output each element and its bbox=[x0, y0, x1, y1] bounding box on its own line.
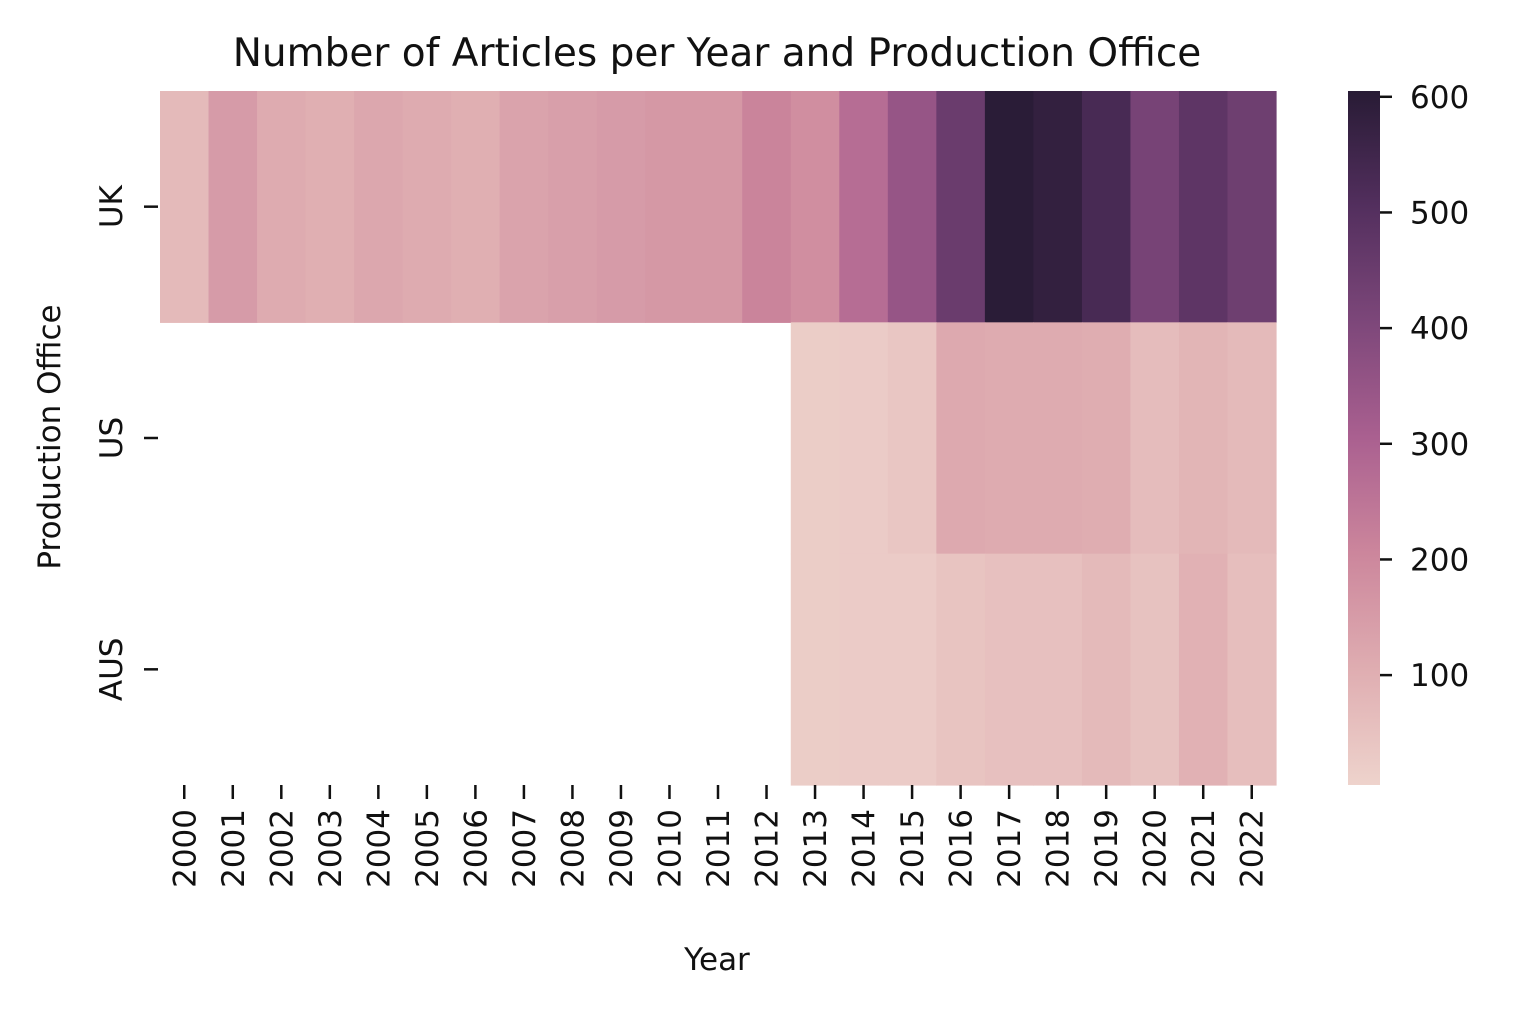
heatmap-cell-US-2013 bbox=[790, 322, 840, 555]
x-tick-label: 2015 bbox=[895, 809, 931, 888]
heatmap-cell-AUS-2018 bbox=[1033, 553, 1083, 786]
heatmap-cell-AUS-2021 bbox=[1178, 553, 1229, 786]
x-tick-label: 2018 bbox=[1041, 809, 1077, 888]
y-axis-label: Production Office bbox=[32, 304, 68, 569]
heatmap-cells bbox=[160, 91, 1277, 786]
x-tick-label: 2013 bbox=[798, 809, 834, 888]
heatmap-cell-UK-2022 bbox=[1227, 91, 1277, 323]
x-tick-label: 2014 bbox=[847, 809, 883, 888]
heatmap-cell-UK-2001 bbox=[208, 91, 258, 323]
heatmap-cell-US-2015 bbox=[887, 322, 937, 555]
x-axis-label: Year bbox=[683, 942, 750, 978]
heatmap-cell-US-2019 bbox=[1081, 322, 1132, 555]
heatmap-cell-UK-2008 bbox=[548, 91, 598, 323]
heatmap-cell-US-2018 bbox=[1033, 322, 1083, 555]
colorbar-tick-label: 500 bbox=[1410, 195, 1469, 231]
heatmap-cell-UK-2015 bbox=[887, 91, 937, 323]
heatmap-cell-UK-2016 bbox=[936, 91, 986, 323]
x-tick-label: 2002 bbox=[264, 809, 300, 888]
colorbar-tick-label: 400 bbox=[1410, 311, 1469, 347]
x-tick-label: 2021 bbox=[1186, 809, 1222, 888]
x-tick-label: 2011 bbox=[701, 809, 737, 888]
x-tick-label: 2020 bbox=[1138, 809, 1174, 888]
heatmap-cell-UK-2014 bbox=[839, 91, 889, 323]
heatmap-cell-UK-2010 bbox=[645, 91, 695, 323]
x-tick-label: 2001 bbox=[216, 809, 252, 888]
heatmap-cell-UK-2020 bbox=[1130, 91, 1180, 323]
heatmap-cell-AUS-2019 bbox=[1081, 553, 1132, 786]
colorbar-gradient bbox=[1348, 91, 1380, 785]
heatmap-cell-UK-2000 bbox=[160, 91, 210, 323]
colorbar-tick-label: 600 bbox=[1410, 80, 1469, 116]
x-tick-label: 2009 bbox=[604, 809, 640, 888]
x-tick-label: 2007 bbox=[507, 809, 543, 888]
heatmap-cell-UK-2013 bbox=[790, 91, 840, 323]
x-tick-label: 2016 bbox=[944, 809, 980, 888]
heatmap-cell-UK-2006 bbox=[451, 91, 501, 323]
heatmap-cell-AUS-2014 bbox=[839, 553, 889, 786]
heatmap-cell-US-2014 bbox=[839, 322, 889, 555]
colorbar-tick-label: 300 bbox=[1410, 427, 1469, 463]
x-tick-label: 2004 bbox=[361, 809, 397, 888]
heatmap-cell-UK-2004 bbox=[354, 91, 404, 323]
heatmap-cell-AUS-2022 bbox=[1227, 553, 1277, 786]
y-tick-label: UK bbox=[94, 184, 130, 228]
heatmap-cell-US-2021 bbox=[1178, 322, 1229, 555]
heatmap-cell-UK-2021 bbox=[1178, 91, 1229, 323]
heatmap-cell-US-2020 bbox=[1130, 322, 1180, 555]
heatmap-cell-US-2017 bbox=[984, 322, 1034, 555]
chart-title: Number of Articles per Year and Producti… bbox=[233, 31, 1202, 76]
heatmap-cell-UK-2005 bbox=[402, 91, 452, 323]
y-tick-label: AUS bbox=[94, 638, 130, 702]
heatmap-cell-AUS-2020 bbox=[1130, 553, 1180, 786]
colorbar-tick-label: 200 bbox=[1410, 542, 1469, 578]
y-axis-ticks: UK US AUS bbox=[94, 184, 158, 701]
x-tick-label: 2019 bbox=[1089, 809, 1125, 888]
x-tick-label: 2017 bbox=[992, 809, 1028, 888]
x-tick-label: 2012 bbox=[750, 809, 786, 888]
x-tick-label: 2003 bbox=[313, 809, 349, 888]
heatmap-cell-UK-2002 bbox=[257, 91, 307, 323]
heatmap-cell-US-2016 bbox=[936, 322, 986, 555]
heatmap-cell-UK-2017 bbox=[984, 91, 1034, 323]
heatmap-cell-UK-2007 bbox=[499, 91, 549, 323]
heatmap-cell-UK-2009 bbox=[596, 91, 646, 323]
heatmap-cell-UK-2003 bbox=[305, 91, 355, 323]
heatmap-cell-UK-2012 bbox=[742, 91, 792, 323]
colorbar: 100 200 300 400 500 600 bbox=[1348, 80, 1469, 785]
x-tick-label: 2000 bbox=[167, 809, 203, 888]
x-tick-label: 2010 bbox=[652, 809, 688, 888]
heatmap-cell-UK-2018 bbox=[1033, 91, 1083, 323]
y-tick-label: US bbox=[94, 417, 130, 459]
heatmap-cell-AUS-2017 bbox=[984, 553, 1034, 786]
x-tick-label: 2006 bbox=[458, 809, 494, 888]
heatmap-cell-AUS-2016 bbox=[936, 553, 986, 786]
heatmap-cell-AUS-2013 bbox=[790, 553, 840, 786]
heatmap-cell-AUS-2015 bbox=[887, 553, 937, 786]
x-tick-label: 2005 bbox=[410, 809, 446, 888]
heatmap-cell-UK-2011 bbox=[693, 91, 743, 323]
x-tick-label: 2008 bbox=[555, 809, 591, 888]
x-axis-ticks: 2000 2001 2002 2003 2004 2005 2006 2007 2008 2009… bbox=[167, 785, 1271, 888]
colorbar-tick-label: 100 bbox=[1410, 658, 1469, 694]
x-tick-label: 2022 bbox=[1235, 809, 1271, 888]
heatmap-cell-US-2022 bbox=[1227, 322, 1277, 555]
heatmap-cell-UK-2019 bbox=[1081, 91, 1132, 323]
